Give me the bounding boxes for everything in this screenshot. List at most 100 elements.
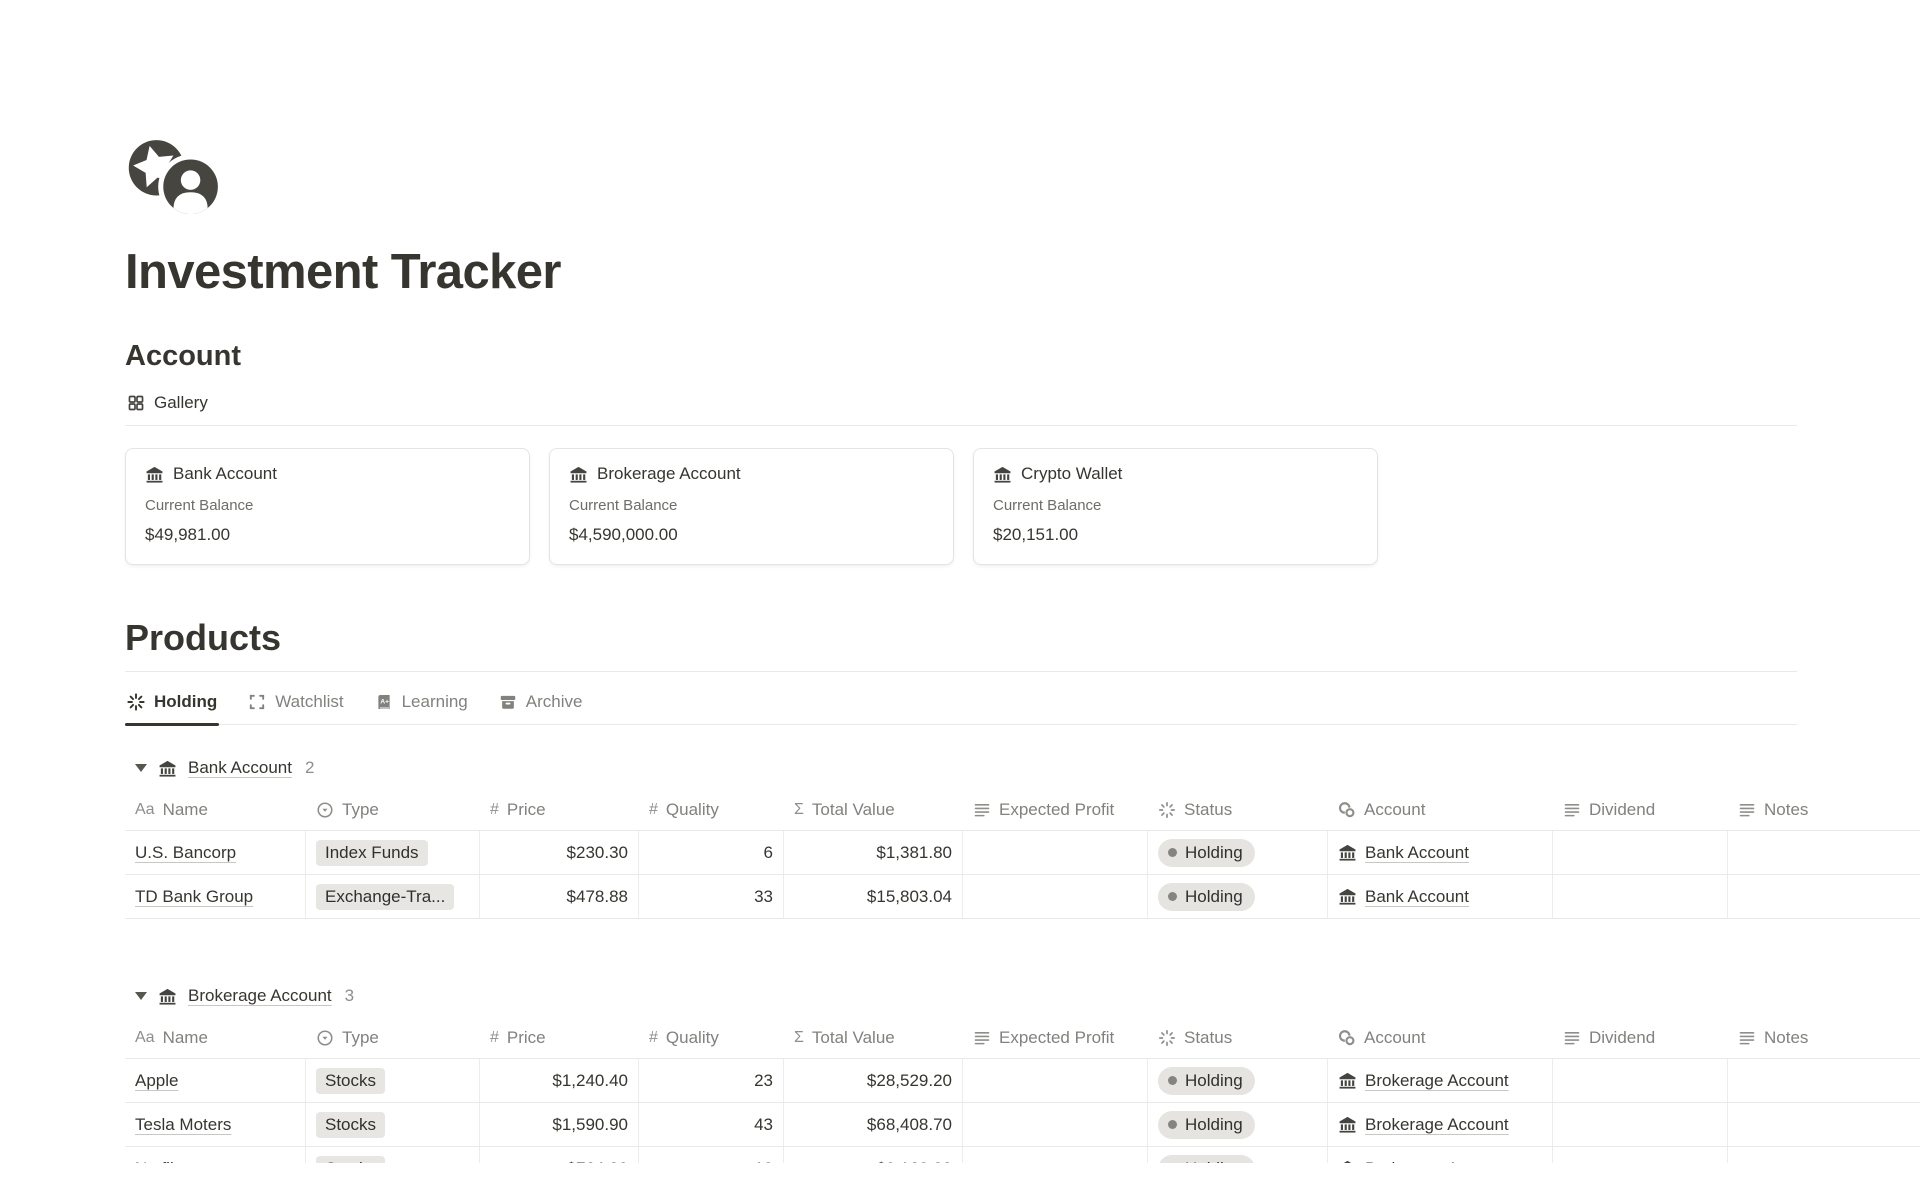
cell-status[interactable]: Holding xyxy=(1148,1059,1328,1102)
cell-type[interactable]: Stocks xyxy=(306,1059,480,1102)
column-header-price[interactable]: # Price xyxy=(490,1027,546,1047)
page-title[interactable]: Investment Tracker xyxy=(125,245,561,299)
cell-status[interactable]: Holding xyxy=(1148,831,1328,874)
column-header-status[interactable]: Status xyxy=(1148,789,1328,830)
cell-quality[interactable]: 6 xyxy=(639,831,784,874)
text-lines-icon xyxy=(1563,1029,1581,1047)
column-header-name[interactable]: Aa Name xyxy=(135,1027,208,1047)
card-crypto-wallet[interactable]: Crypto Wallet Current Balance $20,151.00 xyxy=(973,448,1378,565)
cell-type[interactable]: Exchange-Tra... xyxy=(306,875,480,918)
cell-name[interactable]: Tesla Moters xyxy=(125,1103,306,1146)
cell-status[interactable]: Holding xyxy=(1148,875,1328,918)
column-header-price[interactable]: # Price xyxy=(490,799,546,819)
cell-total-value[interactable]: $1,381.80 xyxy=(784,831,963,874)
cell-notes[interactable] xyxy=(1728,831,1920,874)
tab-label: Archive xyxy=(525,692,583,711)
column-header-quality[interactable]: # Quality xyxy=(649,799,719,819)
column-header-status[interactable]: Status xyxy=(1148,1017,1328,1058)
cell-price[interactable]: $478.88 xyxy=(480,875,639,918)
cell-price[interactable]: $1,590.90 xyxy=(480,1103,639,1146)
collapse-triangle-icon[interactable] xyxy=(135,992,147,1000)
cell-price[interactable]: $1,240.40 xyxy=(480,1059,639,1102)
table-row: Tesla Moters Stocks $1,590.90 43 $68,408… xyxy=(125,1103,1920,1147)
cell-quality[interactable]: 33 xyxy=(639,875,784,918)
cell-dividend[interactable] xyxy=(1553,831,1728,874)
cell-notes[interactable] xyxy=(1728,875,1920,918)
page-icon[interactable] xyxy=(125,0,1920,216)
tab-archive[interactable]: Archive xyxy=(497,690,585,724)
column-header-total-value[interactable]: Σ Total Value xyxy=(794,799,895,819)
status-dot-icon xyxy=(1168,892,1177,901)
column-header-expected-profit[interactable]: Expected Profit xyxy=(963,789,1148,830)
cell-quality[interactable]: 43 xyxy=(639,1103,784,1146)
view-tab-gallery[interactable]: Gallery xyxy=(125,383,210,425)
column-header-notes[interactable]: Notes xyxy=(1728,1017,1920,1058)
column-header-total-value[interactable]: Σ Total Value xyxy=(794,1027,895,1047)
group-name[interactable]: Bank Account xyxy=(188,758,292,777)
cell-price[interactable]: $230.30 xyxy=(480,831,639,874)
table-row: TD Bank Group Exchange-Tra... $478.88 33… xyxy=(125,875,1920,919)
number-icon: # xyxy=(490,1028,499,1046)
products-tabs: Holding Watchlist Learning Archive xyxy=(125,672,1797,726)
column-header-dividend[interactable]: Dividend xyxy=(1553,789,1728,830)
text-lines-icon xyxy=(1738,801,1756,819)
book-icon xyxy=(375,693,393,711)
group-header-bank-account: Bank Account 2 xyxy=(125,753,1920,783)
gallery-icon xyxy=(127,394,145,412)
group-name[interactable]: Brokerage Account xyxy=(188,986,332,1005)
card-brokerage-account[interactable]: Brokerage Account Current Balance $4,590… xyxy=(549,448,954,565)
bank-icon xyxy=(1338,1071,1357,1090)
cell-account[interactable]: Brokerage Account xyxy=(1328,1103,1553,1146)
cell-name[interactable]: Apple xyxy=(125,1059,306,1102)
cell-total-value[interactable]: $15,803.04 xyxy=(784,875,963,918)
cell-dividend[interactable] xyxy=(1553,1103,1728,1146)
card-balance-value: $49,981.00 xyxy=(145,525,231,544)
burst-icon xyxy=(127,693,145,711)
cell-type[interactable]: Index Funds xyxy=(306,831,480,874)
column-header-expected-profit[interactable]: Expected Profit xyxy=(963,1017,1148,1058)
card-bank-account[interactable]: Bank Account Current Balance $49,981.00 xyxy=(125,448,530,565)
cell-name[interactable]: U.S. Bancorp xyxy=(125,831,306,874)
cell-quality[interactable]: 23 xyxy=(639,1059,784,1102)
number-icon: # xyxy=(649,800,658,818)
status-burst-icon xyxy=(1158,1029,1176,1047)
column-header-notes[interactable]: Notes xyxy=(1728,789,1920,830)
cell-type[interactable]: Stocks xyxy=(306,1103,480,1146)
cell-account[interactable]: Brokerage Account xyxy=(1328,1059,1553,1102)
cell-dividend[interactable] xyxy=(1553,1059,1728,1102)
cell-account[interactable]: Bank Account xyxy=(1328,831,1553,874)
cell-total-value[interactable]: $28,529.20 xyxy=(784,1059,963,1102)
collapse-triangle-icon[interactable] xyxy=(135,764,147,772)
tab-learning[interactable]: Learning xyxy=(373,690,470,724)
cell-status[interactable]: Holding xyxy=(1148,1103,1328,1146)
cell-dividend[interactable] xyxy=(1553,875,1728,918)
column-header-account[interactable]: Account xyxy=(1328,1017,1553,1058)
cell-account[interactable]: Bank Account xyxy=(1328,875,1553,918)
column-header-type[interactable]: Type xyxy=(306,1017,480,1058)
column-header-quality[interactable]: # Quality xyxy=(649,1027,719,1047)
tab-watchlist[interactable]: Watchlist xyxy=(246,690,345,724)
cell-expected-profit[interactable] xyxy=(963,875,1148,918)
text-type-icon: Aa xyxy=(135,1028,155,1046)
cell-notes[interactable] xyxy=(1728,1103,1920,1146)
cell-total-value[interactable]: $68,408.70 xyxy=(784,1103,963,1146)
cell-expected-profit[interactable] xyxy=(963,1059,1148,1102)
number-icon: # xyxy=(649,1028,658,1046)
card-balance-label: Current Balance xyxy=(145,497,254,514)
cell-expected-profit[interactable] xyxy=(963,831,1148,874)
column-header-dividend[interactable]: Dividend xyxy=(1553,1017,1728,1058)
archive-icon xyxy=(499,693,517,711)
tab-label: Holding xyxy=(154,692,218,711)
cell-name[interactable]: TD Bank Group xyxy=(125,875,306,918)
account-view-bar: Gallery xyxy=(125,383,1797,426)
table-row: U.S. Bancorp Index Funds $230.30 6 $1,38… xyxy=(125,831,1920,875)
text-lines-icon xyxy=(1563,801,1581,819)
column-header-name[interactable]: Aa Name xyxy=(135,799,208,819)
tab-holding[interactable]: Holding xyxy=(125,690,220,726)
column-header-type[interactable]: Type xyxy=(306,789,480,830)
column-header-account[interactable]: Account xyxy=(1328,789,1553,830)
status-badge: Holding xyxy=(1158,1110,1255,1139)
cell-expected-profit[interactable] xyxy=(963,1103,1148,1146)
cell-notes[interactable] xyxy=(1728,1059,1920,1102)
text-lines-icon xyxy=(1738,1029,1756,1047)
